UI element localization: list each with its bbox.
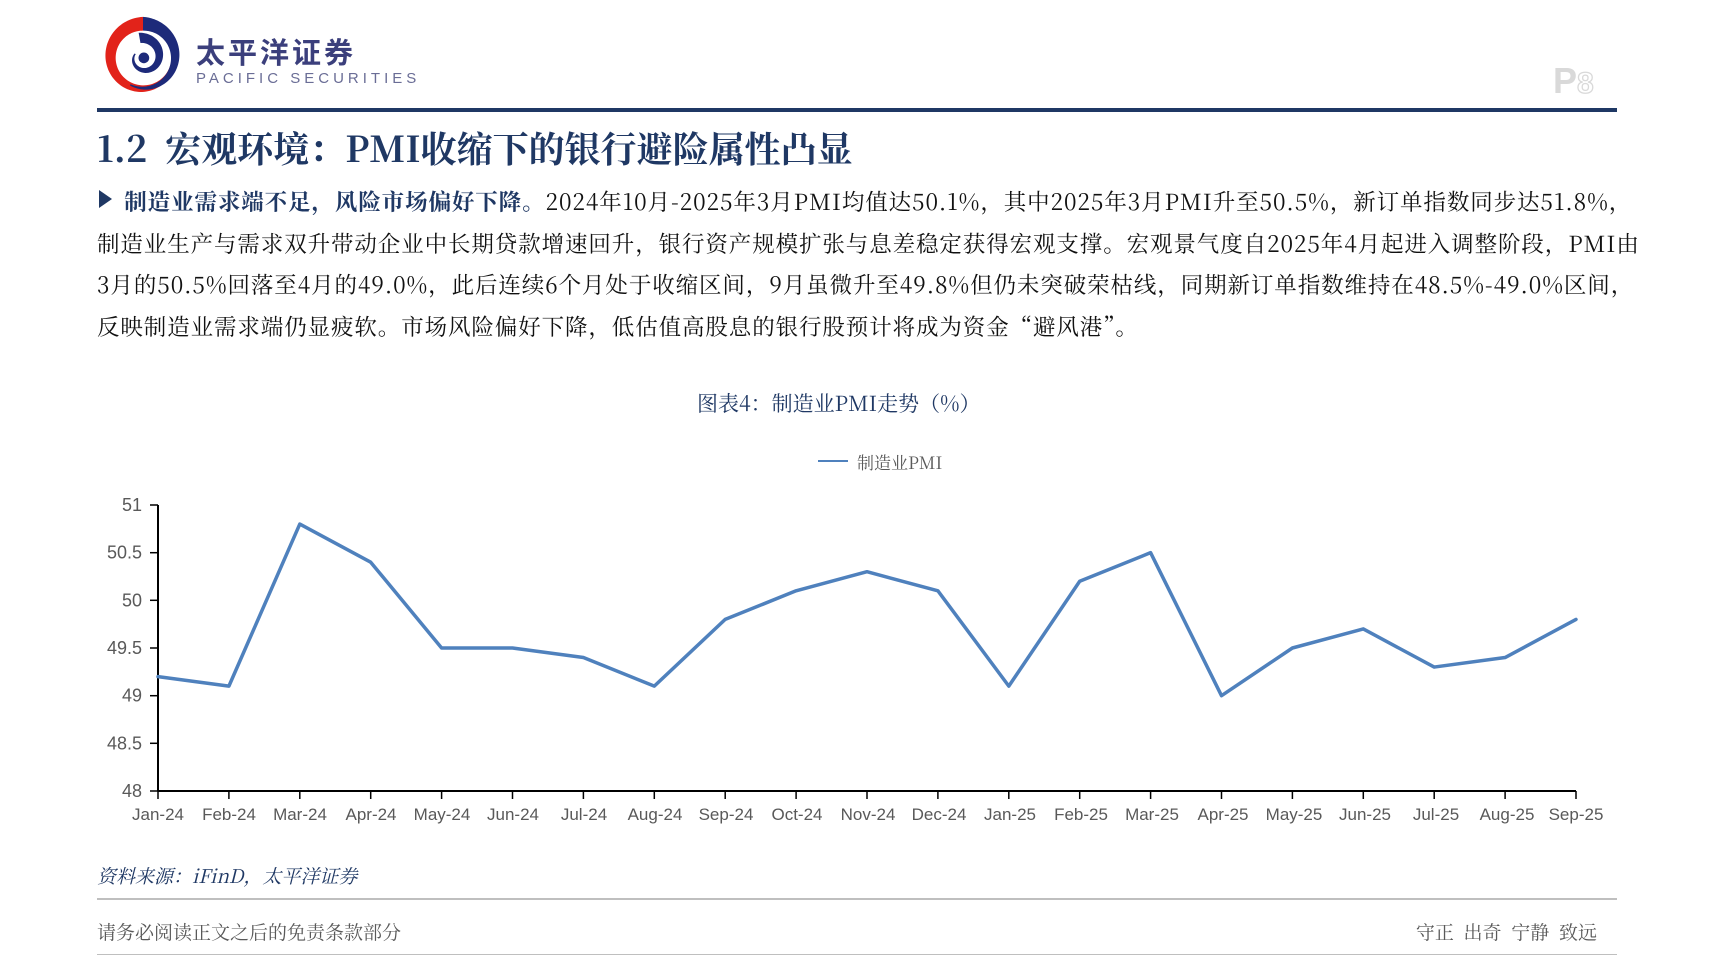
- svg-text:48: 48: [122, 781, 142, 801]
- svg-text:49: 49: [122, 686, 142, 706]
- svg-text:50.5: 50.5: [107, 543, 142, 563]
- svg-text:51: 51: [122, 495, 142, 515]
- svg-text:48.5: 48.5: [107, 733, 142, 753]
- svg-text:49.5: 49.5: [107, 638, 142, 658]
- svg-text:50: 50: [122, 590, 142, 610]
